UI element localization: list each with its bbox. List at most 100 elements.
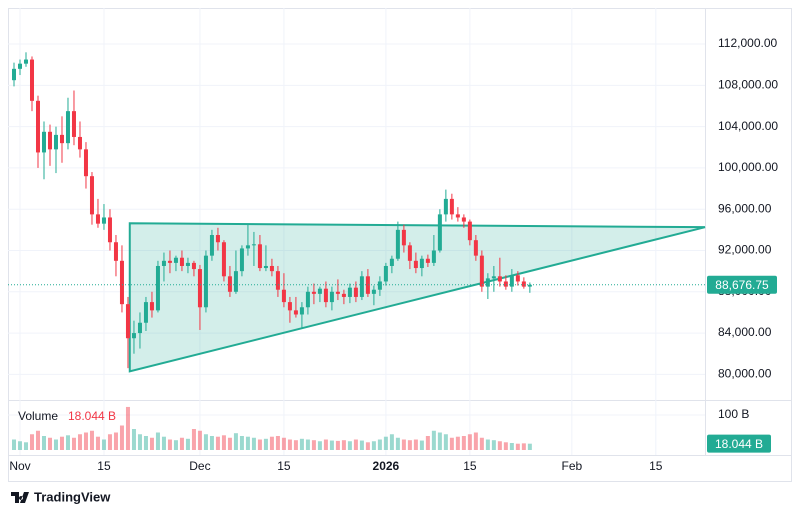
candle-body: [257, 244, 262, 269]
x-tick-label: Dec: [189, 459, 210, 473]
candle-body: [77, 136, 82, 150]
candle-body: [203, 255, 208, 308]
candle-body: [23, 59, 28, 64]
volume-bar: [323, 439, 328, 450]
volume-bar: [251, 437, 256, 450]
candle-body: [479, 255, 484, 287]
candle-body: [437, 214, 442, 251]
candle-body: [107, 217, 112, 243]
volume-bar: [269, 436, 274, 450]
volume-bar: [443, 434, 448, 450]
volume-bar: [419, 440, 424, 450]
candle-body: [125, 304, 130, 339]
volume-bar: [161, 436, 166, 450]
candle-body: [215, 235, 220, 243]
volume-bar: [47, 437, 52, 450]
volume-bar: [455, 436, 460, 450]
candle-body: [485, 278, 490, 287]
candle-body: [281, 289, 286, 303]
volume-bar: [281, 437, 286, 450]
volume-bar: [17, 441, 22, 450]
candle-body: [467, 221, 472, 241]
volume-bar: [521, 443, 526, 450]
candle-body: [401, 229, 406, 246]
y-tick-label: 80,000.00: [718, 367, 772, 381]
candle-body: [179, 257, 184, 266]
volume-bar: [77, 434, 82, 450]
candle-body: [353, 287, 358, 297]
candle-body: [527, 284, 532, 287]
volume-bar: [137, 434, 142, 450]
candle-body: [287, 302, 292, 311]
candle-body: [221, 242, 226, 277]
candle-body: [383, 265, 388, 282]
volume-bar: [335, 440, 340, 450]
candle-body: [35, 100, 40, 153]
candle-body: [11, 68, 16, 81]
volume-bar: [287, 439, 292, 450]
candle-body: [347, 287, 352, 297]
candle-body: [47, 131, 52, 150]
x-tick-label: 2026: [373, 459, 400, 473]
logo: TradingView: [11, 489, 111, 504]
volume-bar: [395, 437, 400, 450]
candle-body: [269, 265, 274, 272]
candle-body: [245, 245, 250, 249]
volume-bar: [305, 439, 310, 450]
y-tick-label: 92,000.00: [718, 243, 772, 257]
candle-body: [263, 265, 268, 269]
candle-body: [503, 281, 508, 287]
candle-body: [155, 265, 160, 311]
candle-body: [29, 59, 34, 101]
volume-bar: [167, 439, 172, 450]
candle-body: [293, 310, 298, 315]
candle-body: [161, 260, 166, 266]
volume-bar: [221, 435, 226, 450]
x-tick-label: 15: [649, 459, 663, 473]
plot: 80,000.0084,000.0088,000.0092,000.0096,0…: [8, 8, 778, 473]
candle-body: [509, 275, 514, 287]
candle-body: [59, 134, 64, 144]
candle-body: [143, 302, 148, 323]
volume-bar: [119, 425, 124, 450]
volume-bar: [95, 436, 100, 450]
volume-bar: [197, 430, 202, 450]
triangle-pattern: [128, 222, 706, 373]
volume-bar: [467, 434, 472, 450]
candle-body: [233, 271, 238, 292]
volume-tick-label: 100 B: [718, 407, 749, 421]
candle-body: [197, 269, 202, 308]
volume-bar: [377, 439, 382, 450]
last-price-badge: [707, 275, 777, 294]
candle-body: [317, 288, 322, 294]
volume-legend-value: 18.044 B: [68, 409, 116, 423]
candle-body: [83, 149, 88, 177]
x-tick-label: Nov: [9, 459, 30, 473]
volume-bar: [185, 438, 190, 450]
candle-body: [251, 244, 256, 246]
volume-bar: [473, 432, 478, 450]
candle-body: [419, 258, 424, 269]
volume-bar: [497, 441, 502, 450]
volume-bar: [209, 436, 214, 450]
volume-bar: [485, 439, 490, 450]
volume-bar: [449, 437, 454, 450]
candle-body: [515, 275, 520, 282]
logo-icon: [11, 492, 29, 503]
y-tick-label: 84,000.00: [718, 325, 772, 339]
candle-body: [425, 258, 430, 263]
candle-body: [113, 242, 118, 261]
volume-bar: [155, 432, 160, 450]
volume-bar: [227, 437, 232, 450]
volume-badge: [707, 434, 771, 453]
volume-bar: [401, 439, 406, 450]
volume-bar: [317, 441, 322, 450]
volume-bar: [365, 442, 370, 450]
volume-bar: [503, 442, 508, 450]
candle-body: [359, 276, 364, 297]
volume-bar: [113, 432, 118, 450]
volume-bar: [29, 434, 34, 450]
volume-bar: [41, 436, 46, 450]
candle-body: [443, 198, 448, 215]
volume-bar: [179, 437, 184, 450]
